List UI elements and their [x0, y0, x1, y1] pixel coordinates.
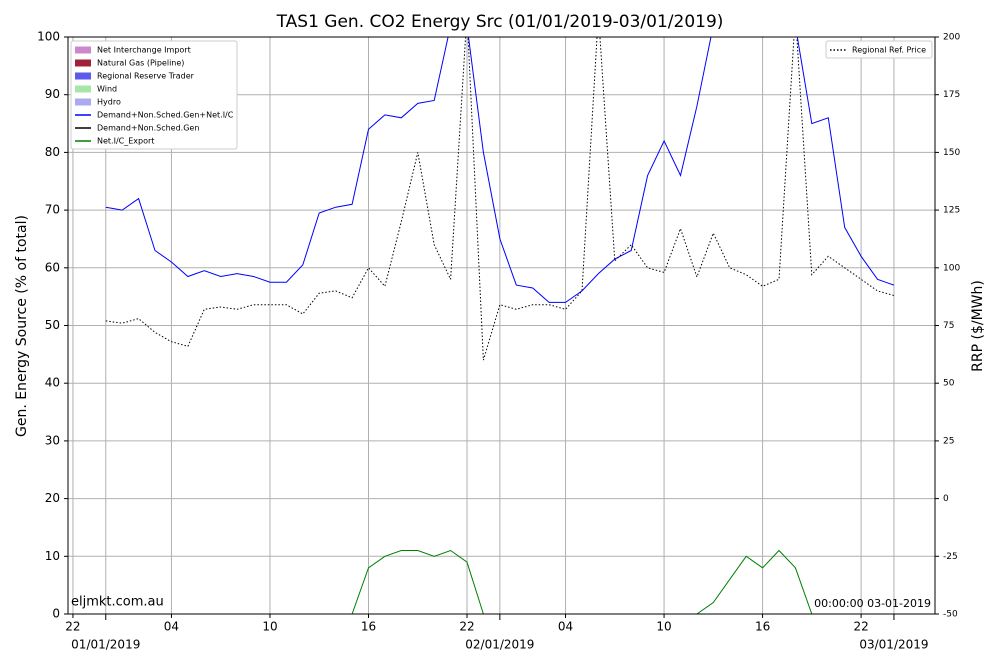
series-line: [105, 37, 895, 303]
watermark: eljmkt.com.au: [71, 595, 164, 610]
legend-label: Hydro: [97, 98, 121, 107]
plot-area: [105, 37, 895, 614]
y-tick-label: 90: [45, 87, 60, 101]
legend-swatch: [75, 85, 91, 93]
y2-tick-label: -25: [943, 552, 958, 562]
legend-swatch: [75, 59, 91, 67]
y-tick-label: 10: [45, 549, 60, 563]
y2-tick-label: 75: [943, 321, 954, 331]
x-tick-label: 16: [361, 620, 376, 634]
y2-tick-label: 200: [943, 33, 960, 43]
legend-label: Regional Reserve Trader: [97, 72, 195, 81]
y2-tick-label: 150: [943, 148, 960, 158]
legend-box: [70, 40, 238, 150]
y-tick-label: 0: [52, 607, 60, 621]
legend-label: Net Interchange Import: [97, 46, 191, 55]
x-tick-label: 04: [558, 620, 573, 634]
y-axis-label: Gen. Energy Source (% of total): [14, 215, 30, 437]
x-tick-label: 22: [853, 620, 868, 634]
x-tick-label: 22: [459, 620, 474, 634]
y2-tick-label: 100: [943, 263, 960, 273]
x-major-tick-label: 02/01/2019: [465, 638, 534, 652]
legend-label: Wind: [97, 85, 117, 94]
y-tick-label: 70: [45, 203, 60, 217]
y-tick-label: 50: [45, 318, 60, 332]
legend-label: Demand+Non.Sched.Gen: [97, 124, 199, 133]
x-major-tick-label: 03/01/2019: [859, 638, 928, 652]
chart-title: TAS1 Gen. CO2 Energy Src (01/01/2019-03/…: [276, 12, 724, 32]
y2-tick-label: 50: [943, 379, 955, 389]
legend-swatch: [75, 72, 91, 80]
y-tick-label: 40: [45, 376, 60, 390]
y2-tick-label: 25: [943, 436, 954, 446]
y-tick-label: 80: [45, 145, 60, 159]
y2-axis-label: RRP ($/MWh): [970, 280, 986, 372]
legend-box: [825, 40, 933, 59]
x-tick-label: 04: [164, 620, 179, 634]
legend-swatch: [75, 98, 91, 106]
legend: Net Interchange Import Natural Gas (Pipel…: [70, 40, 933, 150]
y2-tick-label: -50: [943, 610, 958, 620]
x-tick-label: 10: [262, 620, 277, 634]
axes: 0 10 20 30 40 50 60 70 80 90 100 -50 -25 0 25 50 75 100 12…: [37, 30, 960, 652]
legend-label: Demand+Non.Sched.Gen+Net.I/C: [97, 111, 234, 120]
y2-tick-label: 125: [943, 206, 960, 216]
y-tick-label: 60: [45, 260, 60, 274]
x-tick-label: 22: [65, 620, 80, 634]
timestamp: 00:00:00 03-01-2019: [814, 597, 931, 610]
x-tick-label: 16: [755, 620, 770, 634]
legend-label: Regional Ref. Price: [852, 46, 926, 55]
x-tick-label: 10: [656, 620, 671, 634]
legend-label: Net.I/C_Export: [97, 137, 154, 146]
series-line: [105, 549, 894, 614]
y2-tick-label: 175: [943, 90, 960, 100]
y-tick-label: 100: [37, 30, 60, 44]
series-line: [105, 37, 895, 361]
legend-label: Natural Gas (Pipeline): [97, 59, 184, 68]
x-major-tick-label: 01/01/2019: [71, 638, 140, 652]
legend-swatch: [75, 46, 91, 54]
y2-tick-label: 0: [943, 494, 949, 504]
y-tick-label: 20: [45, 491, 60, 505]
y-tick-label: 30: [45, 433, 60, 447]
